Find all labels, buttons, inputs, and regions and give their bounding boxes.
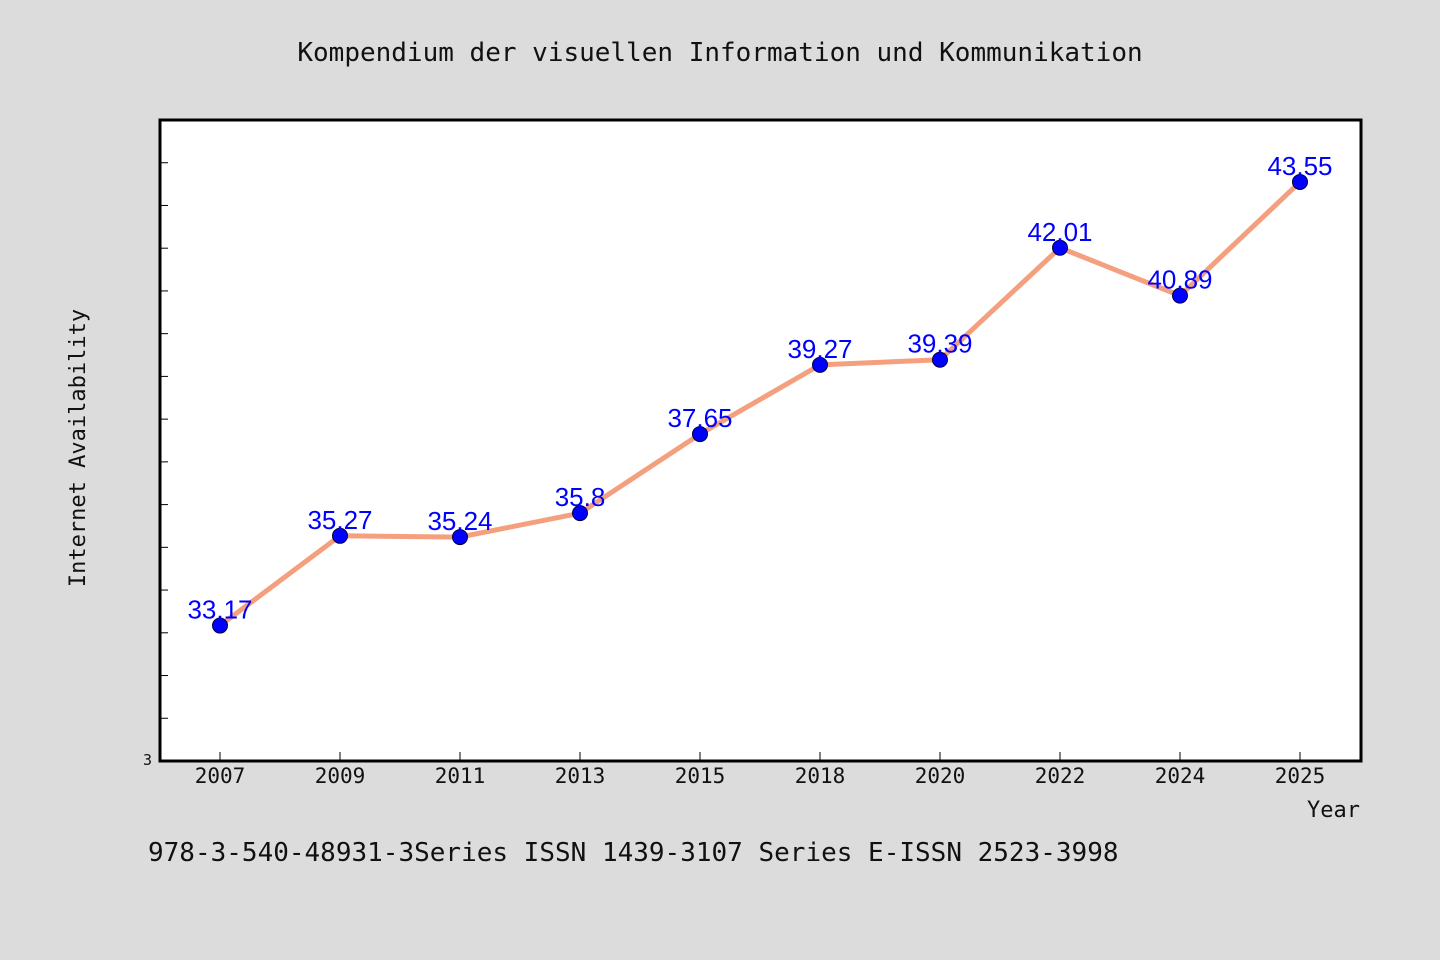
- series-line: [217, 179, 1303, 629]
- data-point: [572, 505, 588, 522]
- data-label: 39.27: [787, 334, 852, 364]
- data-point: [332, 527, 348, 544]
- data-label: 35.27: [307, 505, 372, 535]
- y-axis-label: Internet Availability: [66, 309, 91, 587]
- footer-text: 978-3-540-48931-3Series ISSN 1439-3107 S…: [148, 838, 1119, 868]
- series-layer: 33.17 35.27 35.24 35.8 37.65 39.27 39.39 42.01 4…: [187, 151, 1333, 634]
- data-point: [1292, 173, 1308, 190]
- data-label: 33.17: [187, 595, 252, 625]
- plot-area: [158, 118, 1363, 763]
- x-tick-label: 2013: [555, 764, 606, 788]
- data-point: [452, 529, 468, 546]
- chart-title: Kompendium der visuellen Information und…: [297, 38, 1142, 68]
- x-tick-label: 2015: [675, 764, 726, 788]
- data-point: [212, 617, 228, 634]
- y-tick-label: 3: [143, 751, 152, 769]
- data-label: 35.24: [427, 506, 492, 536]
- x-tick-label: 2022: [1035, 764, 1086, 788]
- data-label: 37.65: [667, 403, 732, 433]
- data-label: 42.01: [1027, 217, 1092, 247]
- data-point: [1052, 239, 1068, 256]
- data-label: 35.8: [555, 482, 606, 512]
- x-axis-ticks: 2007 2009 2011 2013 2015 2018 2020 2022 2024 2025: [195, 752, 1326, 788]
- x-axis-label: Year: [1307, 798, 1360, 823]
- data-label: 39.39: [907, 329, 972, 359]
- data-point: [812, 356, 828, 373]
- x-tick-label: 2024: [1155, 764, 1206, 788]
- x-tick-label: 2020: [915, 764, 966, 788]
- y-axis-ticks: [160, 162, 168, 719]
- data-label: 40.89: [1147, 265, 1212, 295]
- data-point: [692, 426, 708, 443]
- data-label: 43.55: [1267, 151, 1332, 181]
- x-tick-label: 2025: [1275, 764, 1326, 788]
- x-tick-label: 2009: [315, 764, 366, 788]
- x-tick-label: 2011: [435, 764, 486, 788]
- x-tick-label: 2018: [795, 764, 846, 788]
- data-point: [1172, 287, 1188, 304]
- data-point: [932, 351, 948, 368]
- x-tick-label: 2007: [195, 764, 246, 788]
